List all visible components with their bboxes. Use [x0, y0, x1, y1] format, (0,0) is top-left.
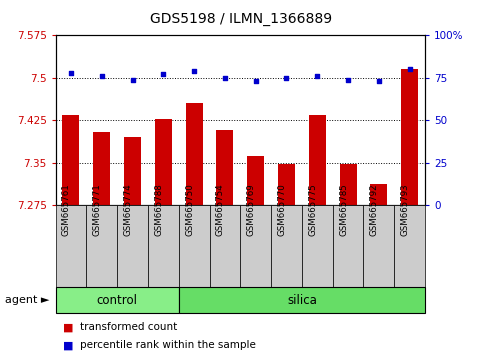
Point	[221, 75, 229, 81]
Text: GSM665788: GSM665788	[154, 183, 163, 236]
Bar	[56, 287, 179, 313]
Text: GSM665770: GSM665770	[277, 183, 286, 236]
Bar	[401, 69, 418, 205]
Bar	[179, 205, 210, 287]
Point	[190, 68, 198, 74]
Point	[159, 72, 167, 77]
Text: GSM665771: GSM665771	[93, 183, 102, 236]
Bar	[247, 156, 264, 205]
Text: transformed count: transformed count	[80, 322, 177, 332]
Bar	[124, 137, 141, 205]
Bar	[240, 205, 271, 287]
Text: GSM665792: GSM665792	[370, 183, 379, 236]
Point	[375, 79, 383, 84]
Bar	[185, 103, 202, 205]
Text: percentile rank within the sample: percentile rank within the sample	[80, 340, 256, 350]
Bar	[93, 132, 110, 205]
Point	[98, 73, 106, 79]
Text: GSM665761: GSM665761	[62, 183, 71, 236]
Point	[406, 67, 413, 72]
Point	[67, 70, 75, 76]
Bar	[340, 164, 356, 205]
Text: agent ►: agent ►	[5, 295, 49, 305]
Text: GSM665754: GSM665754	[216, 183, 225, 236]
Bar	[56, 205, 86, 287]
Bar	[271, 205, 302, 287]
Bar	[333, 205, 364, 287]
Text: GSM665793: GSM665793	[400, 183, 410, 236]
Bar	[364, 205, 394, 287]
Point	[283, 75, 290, 81]
Bar	[86, 205, 117, 287]
Bar	[210, 205, 240, 287]
Text: GSM665775: GSM665775	[308, 183, 317, 236]
Bar	[302, 205, 333, 287]
Text: GSM665769: GSM665769	[247, 183, 256, 236]
Text: silica: silica	[287, 293, 317, 307]
Text: GSM665785: GSM665785	[339, 183, 348, 236]
Bar	[148, 205, 179, 287]
Point	[344, 77, 352, 82]
Bar	[394, 205, 425, 287]
Bar	[179, 287, 425, 313]
Bar	[155, 119, 172, 205]
Bar	[278, 164, 295, 205]
Point	[313, 73, 321, 79]
Point	[252, 79, 259, 84]
Text: GDS5198 / ILMN_1366889: GDS5198 / ILMN_1366889	[150, 12, 333, 27]
Bar	[62, 115, 79, 205]
Bar	[117, 205, 148, 287]
Text: GSM665750: GSM665750	[185, 183, 194, 236]
Text: ■: ■	[63, 340, 73, 350]
Bar	[216, 130, 233, 205]
Text: control: control	[97, 293, 138, 307]
Point	[128, 77, 136, 82]
Text: GSM665774: GSM665774	[124, 183, 132, 236]
Bar	[370, 184, 387, 205]
Bar	[309, 115, 326, 205]
Text: ■: ■	[63, 322, 73, 332]
